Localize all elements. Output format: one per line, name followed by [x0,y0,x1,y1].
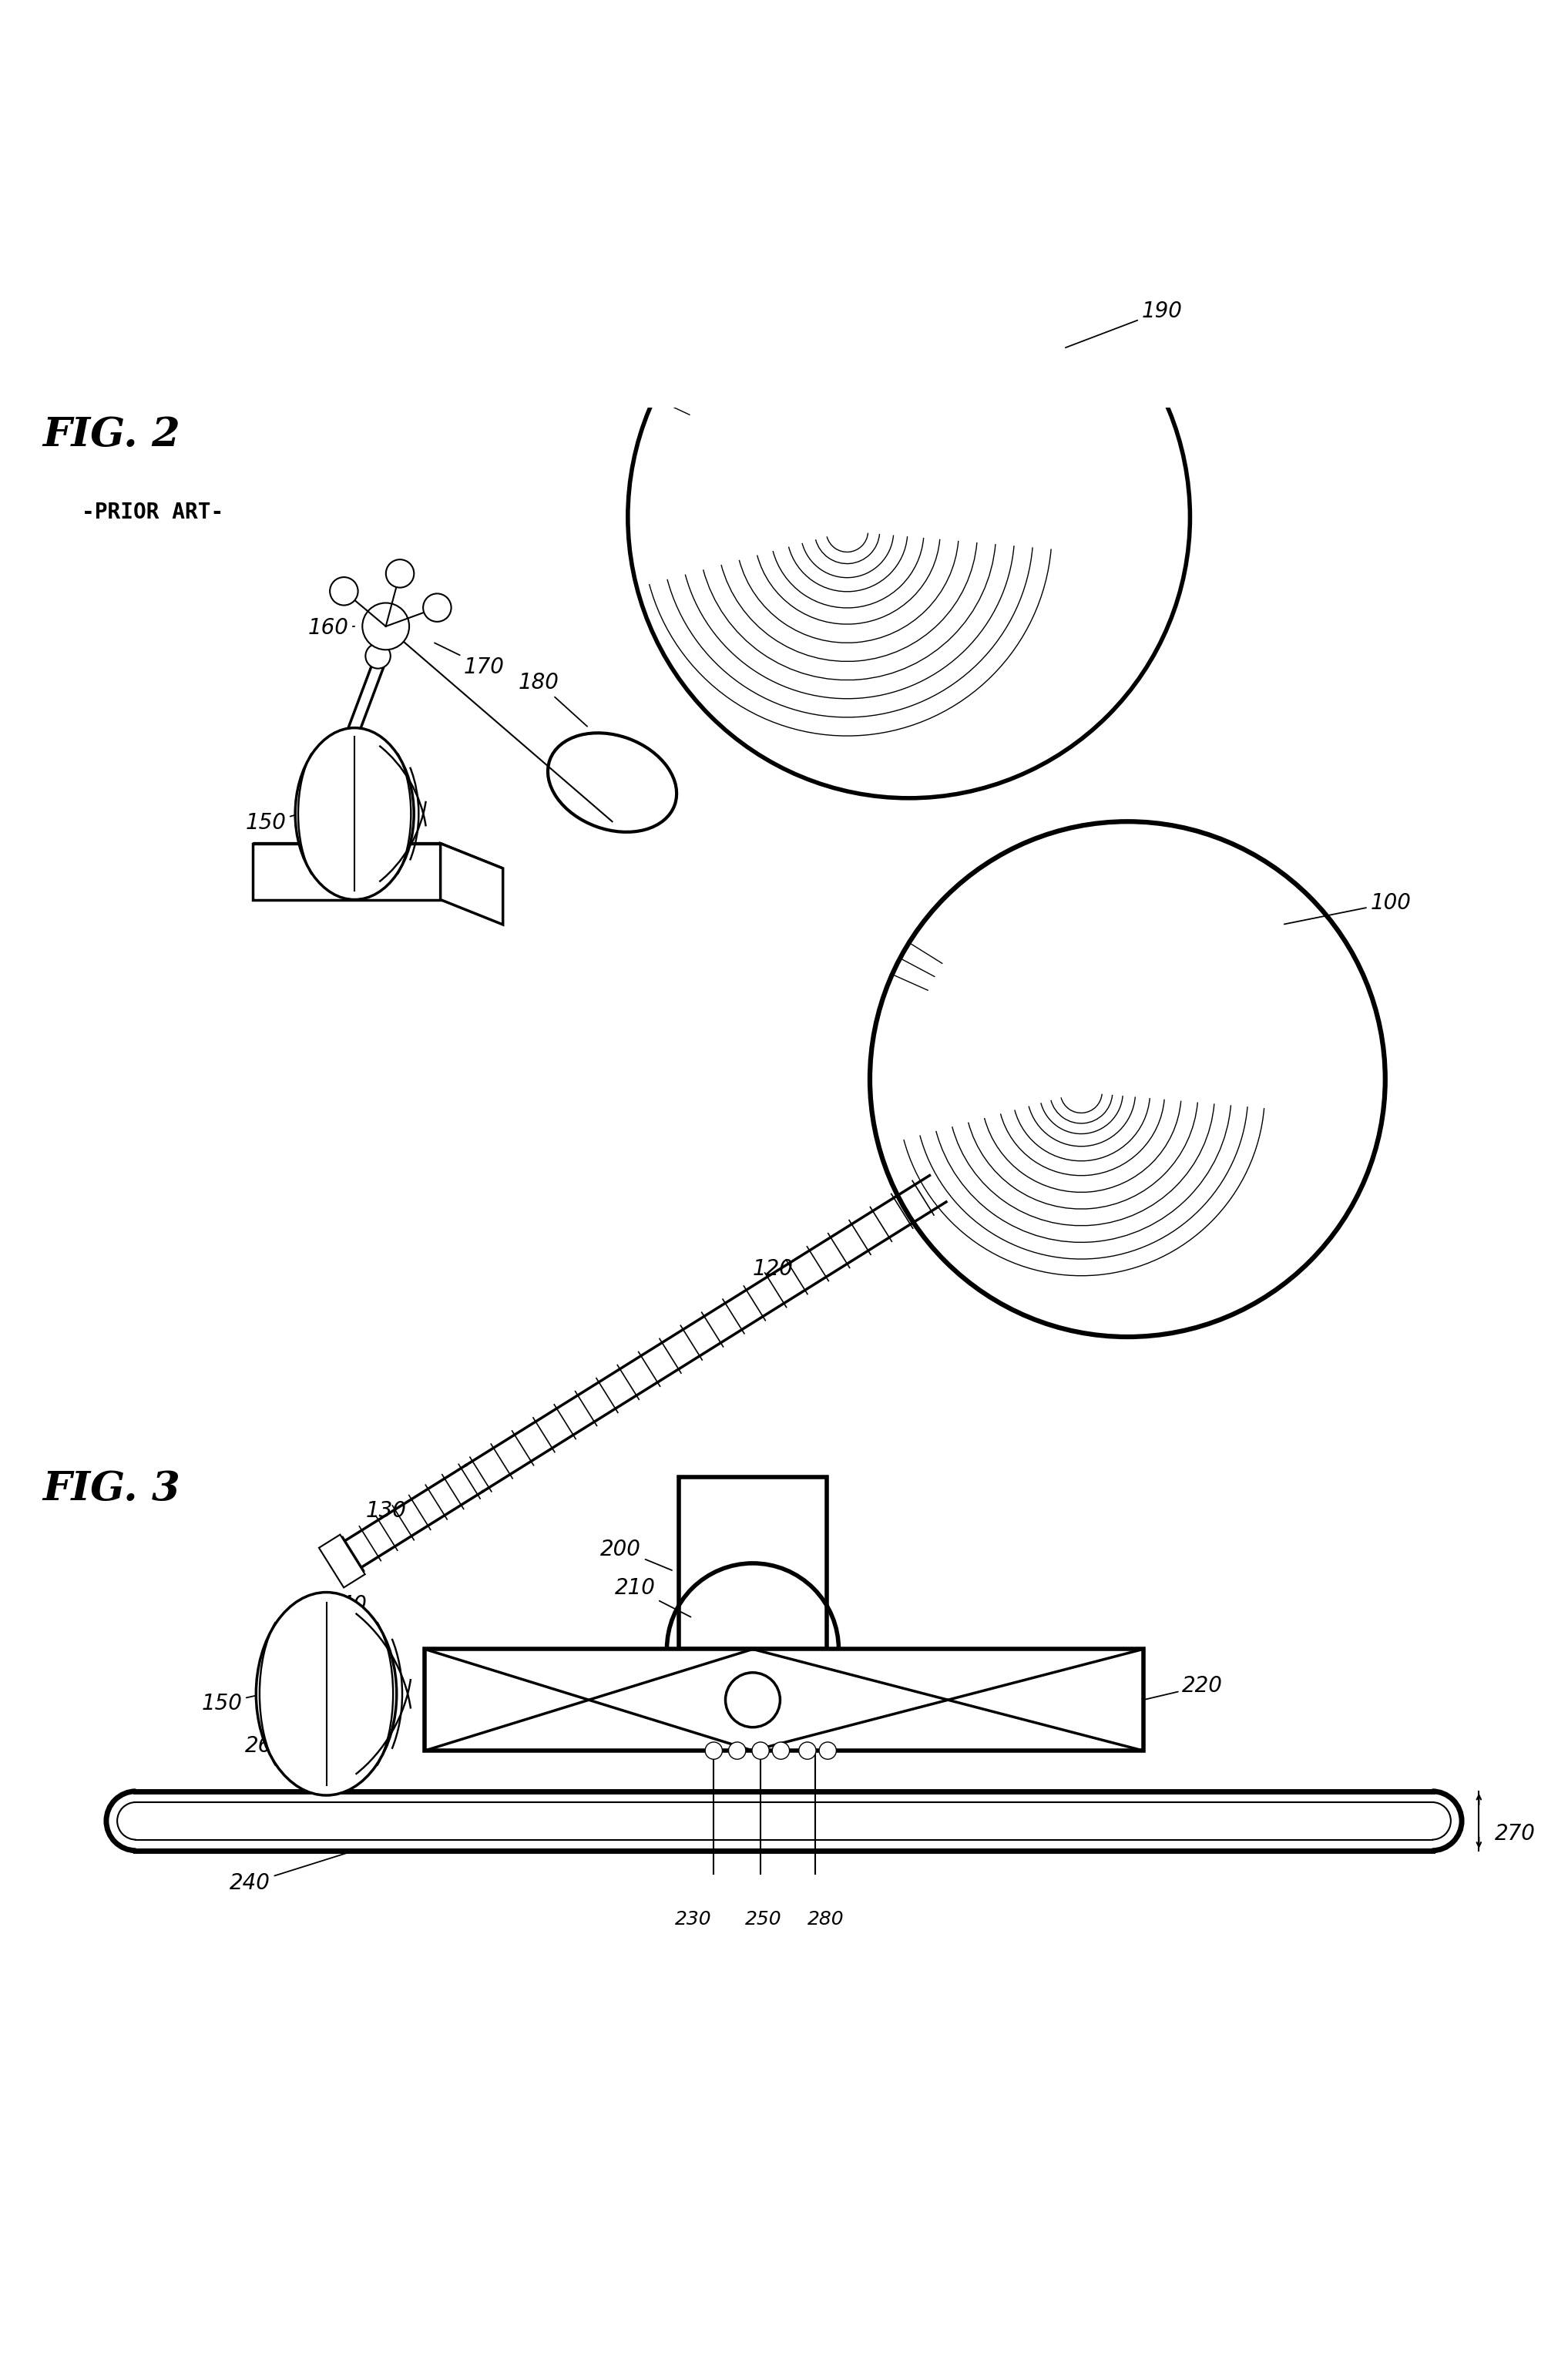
Ellipse shape [256,1593,397,1795]
Text: 100: 100 [1284,891,1411,925]
Text: 120: 120 [753,1257,793,1279]
Text: 160: 160 [307,618,354,639]
Bar [136,1802,1432,1840]
Polygon shape [441,844,503,925]
Text: 270: 270 [1494,1823,1535,1845]
Ellipse shape [547,732,677,832]
Circle shape [870,822,1385,1336]
Polygon shape [252,844,503,868]
Circle shape [729,1742,746,1759]
Polygon shape [318,1536,365,1588]
Bar [425,1650,1143,1749]
Text: FIG. 2: FIG. 2 [42,416,180,454]
Text: 250: 250 [745,1911,782,1928]
Circle shape [386,559,414,587]
Text: FIG. 1: FIG. 1 [1018,1063,1156,1103]
Circle shape [329,578,358,606]
Text: 180: 180 [519,673,588,727]
Circle shape [818,1742,836,1759]
Text: FIG. 3: FIG. 3 [42,1469,180,1509]
Polygon shape [252,844,441,899]
Text: 200: 200 [601,1538,673,1571]
Text: 240: 240 [229,1852,353,1894]
Circle shape [362,604,409,649]
Circle shape [753,1742,770,1759]
Bar [679,1478,826,1650]
Circle shape [798,1742,815,1759]
Text: -PRIOR ART-: -PRIOR ART- [82,502,223,523]
Text: 220: 220 [1145,1676,1223,1700]
Text: 280: 280 [808,1911,844,1928]
Circle shape [773,1742,789,1759]
Text: 190: 190 [1066,300,1182,347]
Text: 210: 210 [615,1578,691,1616]
Text: 150: 150 [245,813,298,834]
Circle shape [706,1742,723,1759]
Text: 150: 150 [201,1692,262,1714]
Text: 230: 230 [674,1911,712,1928]
Circle shape [365,644,390,668]
Text: 130: 130 [365,1500,406,1521]
Circle shape [627,235,1190,799]
Ellipse shape [295,727,414,899]
Text: 140: 140 [326,1595,367,1616]
Ellipse shape [726,1673,781,1728]
Text: 170: 170 [434,642,505,677]
Circle shape [423,594,452,623]
Text: 260: 260 [245,1735,321,1790]
